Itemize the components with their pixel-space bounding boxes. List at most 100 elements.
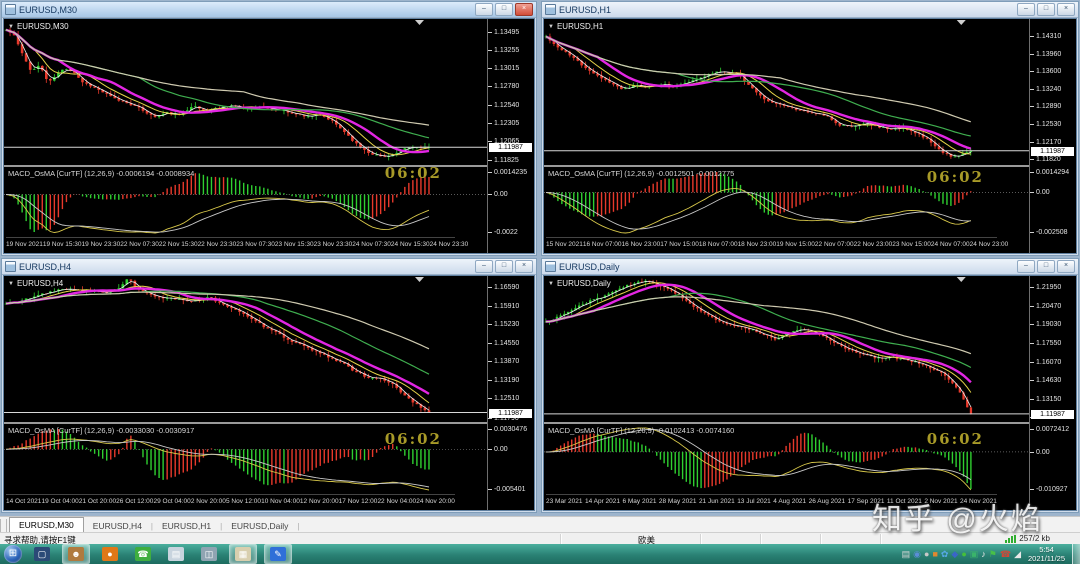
chart-tab-eurusd-h1[interactable]: EURUSD,H1	[162, 521, 212, 531]
price-chart[interactable]	[544, 19, 1034, 165]
tab-separator: |	[297, 522, 300, 531]
macd-scale-bottom: -0.005401	[488, 485, 534, 493]
time-axis-label: 22 Nov 23:30	[197, 241, 237, 248]
close-button[interactable]: ×	[515, 260, 533, 273]
chart-tab-eurusd-m30[interactable]: EURUSD,M30	[9, 517, 84, 533]
macd-scale-bottom: -0.002508	[1030, 228, 1076, 236]
chart-window-daily[interactable]: EURUSD,Daily – □ × 23 Mar 2021 14 Apr 202…	[541, 258, 1079, 513]
tray-input-icon[interactable]: ✿	[940, 548, 949, 559]
close-button[interactable]: ×	[515, 3, 533, 16]
tray-clock[interactable]: 5:54 2021/11/25	[1024, 545, 1069, 563]
chart-window-icon	[5, 261, 16, 272]
taskbar-wechat-app-icon: ☎	[135, 547, 151, 561]
current-price-box: 1.11987	[1031, 147, 1074, 156]
macd-chart[interactable]	[4, 424, 492, 494]
macd-scale-bottom: -0.0022	[488, 228, 534, 236]
restore-button[interactable]: □	[495, 260, 513, 273]
window-titlebar[interactable]: EURUSD,H4 – □ ×	[2, 259, 536, 275]
chevron-down-icon: ▼	[548, 280, 554, 287]
price-chart[interactable]	[4, 276, 492, 422]
time-axis-label: 17 Nov 12:00	[338, 498, 378, 505]
macd-scale-bottom: -0.010927	[1030, 485, 1076, 493]
indicator-separator[interactable]	[4, 422, 492, 424]
close-button[interactable]: ×	[1057, 3, 1075, 16]
minimize-button[interactable]: –	[475, 3, 493, 16]
tray-chat-icon[interactable]: ●	[961, 548, 967, 559]
time-axis-label: 18 Nov 23:00	[737, 241, 777, 248]
price-tick: 1.17550	[1030, 339, 1076, 347]
show-desktop-button[interactable]	[1072, 544, 1080, 564]
taskbar-remote-app[interactable]: ☻	[62, 544, 90, 564]
chart-body[interactable]: 15 Nov 2021 16 Nov 07:00 16 Nov 23:00 17 No…	[543, 18, 1077, 254]
tray-keyboard-icon[interactable]: ▤	[901, 548, 911, 559]
connection-bars-icon	[1005, 534, 1017, 543]
clock-overlay: 06:02	[384, 429, 442, 448]
taskbar-stocks-app[interactable]: ◫	[196, 545, 222, 563]
indicator-separator[interactable]	[544, 422, 1034, 424]
price-tick: 1.13870	[488, 357, 534, 365]
chart-window-h1[interactable]: EURUSD,H1 – □ × 15 Nov 2021 16 Nov 07:00 1…	[541, 1, 1079, 256]
window-titlebar[interactable]: EURUSD,H1 – □ ×	[542, 2, 1078, 18]
tray-vpn-icon[interactable]: ⚑	[988, 548, 997, 559]
macd-chart[interactable]	[544, 424, 1034, 494]
taskbar-browser-app[interactable]: ●	[97, 545, 123, 563]
time-axis-label: 17 Sep 2021	[847, 498, 885, 505]
time-axis-label: 16 Nov 07:00	[582, 241, 622, 248]
start-button[interactable]: ⊞	[4, 545, 22, 563]
price-scale[interactable]: 1.14310 1.13960 1.13600 1.13240 1.12890 1.125…	[1029, 19, 1076, 253]
indicator-separator[interactable]	[544, 165, 1034, 167]
time-axis-label: 10 Nov 04:00	[261, 498, 300, 505]
time-axis-label: 23 Nov 07:30	[236, 241, 275, 248]
chevron-down-icon: ▼	[548, 23, 554, 30]
close-button[interactable]: ×	[1057, 260, 1075, 273]
chart-tab-eurusd-daily[interactable]: EURUSD,Daily	[231, 521, 289, 531]
tray-volume-icon[interactable]: ♪	[981, 548, 986, 559]
chevron-down-icon: ▼	[8, 23, 14, 30]
chart-body[interactable]: 19 Nov 2021 19 Nov 15:30 19 Nov 23:30 22 No…	[3, 18, 535, 254]
restore-button[interactable]: □	[1037, 260, 1055, 273]
time-axis-label: 19 Nov 15:00	[776, 241, 815, 248]
tray-package-icon[interactable]: ■	[932, 548, 938, 559]
time-axis-label: 23 Nov 23:30	[313, 241, 353, 248]
window-titlebar[interactable]: EURUSD,Daily – □ ×	[542, 259, 1078, 275]
tray-updater-icon[interactable]: ●	[924, 548, 930, 559]
minimize-button[interactable]: –	[475, 260, 493, 273]
time-axis-label: 4 Aug 2021	[773, 498, 807, 505]
chart-window-m30[interactable]: EURUSD,M30 – □ × 19 Nov 2021 19 Nov 15:30…	[1, 1, 537, 256]
price-tick: 1.13600	[1030, 67, 1076, 75]
price-scale[interactable]: 1.21950 1.20470 1.19030 1.17550 1.16070 1.146…	[1029, 276, 1076, 510]
taskbar-image-app[interactable]: ▦	[229, 544, 257, 564]
taskbar-display-app[interactable]: ▢	[29, 545, 55, 563]
tab-scroll-strip[interactable]	[0, 519, 7, 533]
chart-body[interactable]: 14 Oct 2021 19 Oct 04:00 21 Oct 20:00 26 Oc…	[3, 275, 535, 511]
time-axis-label: 22 Nov 04:00	[377, 498, 417, 505]
taskbar-mt4-app[interactable]: ✎	[264, 544, 292, 564]
tray-network-icon[interactable]: ◢	[1014, 548, 1022, 559]
restore-button[interactable]: □	[1037, 3, 1055, 16]
restore-button[interactable]: □	[495, 3, 513, 16]
macd-chart[interactable]	[544, 167, 1034, 237]
tray-stock-icon[interactable]: ▣	[969, 548, 979, 559]
minimize-button[interactable]: –	[1017, 260, 1035, 273]
window-title: EURUSD,Daily	[559, 261, 620, 272]
indicator-separator[interactable]	[4, 165, 492, 167]
chart-tab-eurusd-h4[interactable]: EURUSD,H4	[92, 521, 142, 531]
chart-window-h4[interactable]: EURUSD,H4 – □ × 14 Oct 2021 19 Oct 04:00 2…	[1, 258, 537, 513]
minimize-button[interactable]: –	[1017, 3, 1035, 16]
taskbar-wechat-app[interactable]: ☎	[130, 545, 156, 563]
tray-security-icon[interactable]: ◆	[951, 548, 959, 559]
price-chart[interactable]	[544, 276, 1034, 422]
price-tick: 1.13495	[488, 28, 534, 36]
macd-chart[interactable]	[4, 167, 492, 237]
price-scale[interactable]: 1.13495 1.13255 1.13015 1.12780 1.12540 1.123…	[487, 19, 534, 253]
price-chart[interactable]	[4, 19, 492, 165]
chart-body[interactable]: 23 Mar 2021 14 Apr 2021 6 May 2021 28 May 2…	[543, 275, 1077, 511]
window-titlebar[interactable]: EURUSD,M30 – □ ×	[2, 2, 536, 18]
tray-phone-icon[interactable]: ☎	[999, 548, 1012, 559]
time-axis: 19 Nov 2021 19 Nov 15:30 19 Nov 23:30 22 No…	[6, 237, 468, 259]
taskbar-notepad-app[interactable]: ▤	[163, 545, 189, 563]
indicator-label: MACD_OsMA [CurTF] (12,26,9) -0.0033030 -…	[8, 426, 195, 435]
status-bar: 寻求帮助,请按F1键 欧美 257/2 kb	[0, 532, 1080, 545]
tray-antivirus-icon[interactable]: ◉	[913, 548, 921, 559]
price-scale[interactable]: 1.16590 1.15910 1.15230 1.14550 1.13870 1.131…	[487, 276, 534, 510]
